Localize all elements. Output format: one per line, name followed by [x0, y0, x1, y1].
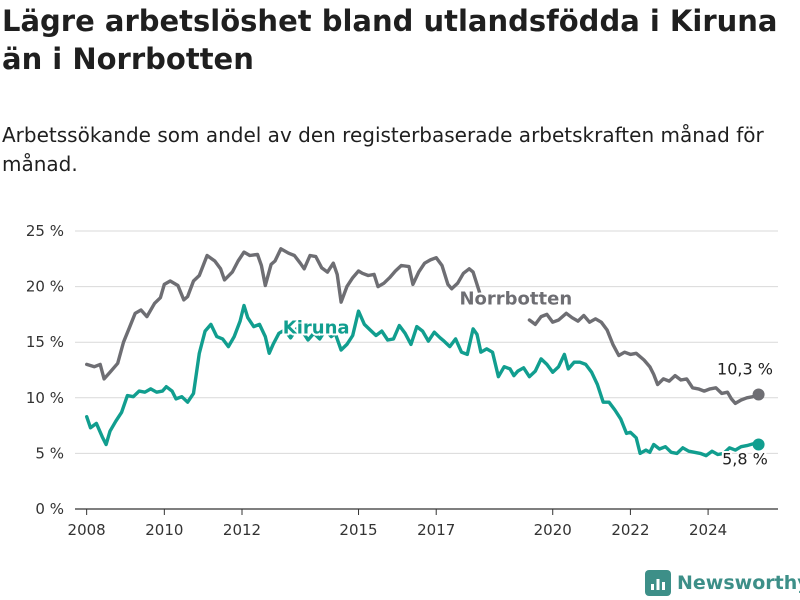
series-line-kiruna	[85, 303, 761, 458]
x-tick-label: 2017	[417, 521, 455, 539]
brand: Newsworthy	[645, 570, 800, 596]
x-tick-label: 2022	[611, 521, 649, 539]
newsworthy-logo-icon	[645, 570, 671, 596]
y-tick-label: 5 %	[35, 444, 64, 462]
series-end-label-norrbotten: 10,3 %	[717, 359, 773, 378]
x-tick-label: 2008	[68, 521, 106, 539]
series-label-kiruna: Kiruna	[283, 317, 350, 338]
series-end-marker-norrbotten	[752, 388, 765, 401]
y-tick-label: 15 %	[26, 333, 64, 351]
series-end-label-kiruna: 5,8 %	[722, 450, 768, 469]
chart-title: Lägre arbetslöshet bland utlandsfödda i …	[2, 4, 778, 76]
x-tick-label: 2010	[145, 521, 183, 539]
y-tick-label: 10 %	[26, 389, 64, 407]
brand-name: Newsworthy	[677, 572, 800, 594]
x-tick-label: 2015	[339, 521, 377, 539]
chart-subtitle: Arbetssökande som andel av den registerb…	[2, 123, 764, 176]
series-end-marker-kiruna	[752, 438, 765, 451]
y-tick-label: 20 %	[26, 278, 64, 296]
x-tick-label: 2020	[534, 521, 572, 539]
x-tick-label: 2012	[223, 521, 261, 539]
y-tick-label: 0 %	[35, 500, 64, 518]
x-tick-label: 2024	[689, 521, 727, 539]
y-tick-label: 25 %	[26, 222, 64, 240]
series-label-norrbotten: Norrbotten	[459, 288, 572, 309]
series-line-norrbotten	[85, 247, 761, 406]
